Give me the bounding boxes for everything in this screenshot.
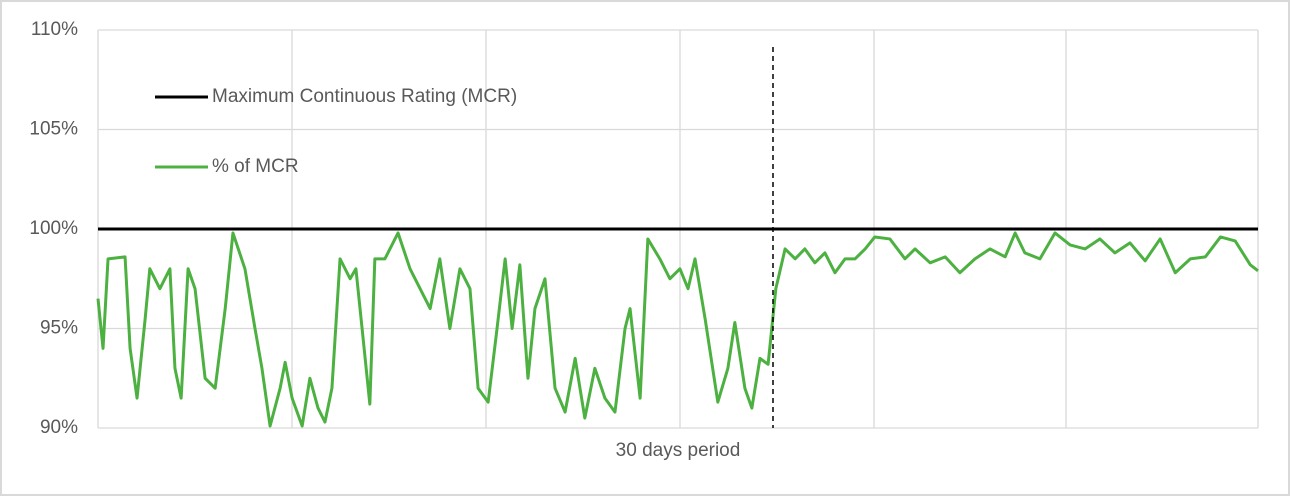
y-tick-label: 105% <box>29 119 78 140</box>
legend-label: % of MCR <box>212 156 299 177</box>
plot-layer <box>96 227 1259 428</box>
y-tick-label: 95% <box>40 318 78 339</box>
x-axis-label: 30 days period <box>616 440 741 461</box>
legend: Maximum Continuous Rating (MCR) % of MCR <box>155 86 517 177</box>
y-tick-label: 110% <box>31 19 78 40</box>
series-line <box>96 231 1259 428</box>
y-tick-label: 100% <box>29 218 78 239</box>
legend-label: Maximum Continuous Rating (MCR) <box>212 86 517 107</box>
y-tick-label: 90% <box>40 417 78 438</box>
